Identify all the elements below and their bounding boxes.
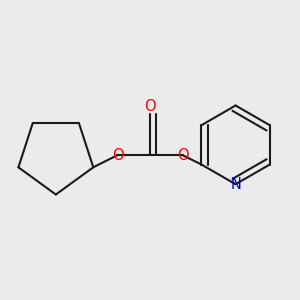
Text: O: O [112, 148, 123, 163]
Text: O: O [177, 148, 188, 163]
Text: N: N [230, 177, 241, 192]
Text: O: O [144, 99, 156, 114]
